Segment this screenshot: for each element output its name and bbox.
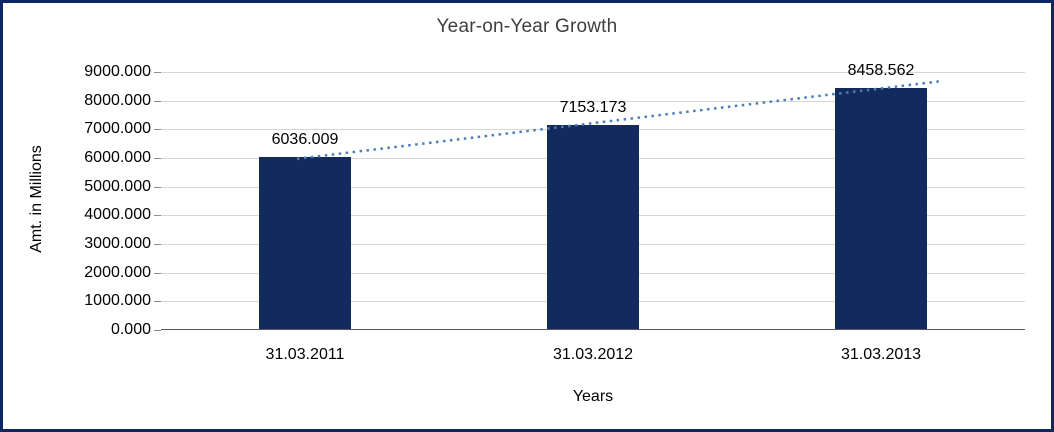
x-axis-line bbox=[161, 329, 1025, 330]
y-tick-label: 2000.000 bbox=[84, 263, 151, 281]
y-tick-mark bbox=[154, 330, 161, 331]
y-tick-mark bbox=[154, 186, 161, 188]
bar-data-label: 7153.173 bbox=[559, 98, 627, 116]
y-tick-label: 8000.000 bbox=[84, 91, 151, 109]
gridline bbox=[161, 72, 1025, 73]
bar-31.03.2012 bbox=[547, 124, 639, 330]
y-tick-label: 7000.000 bbox=[84, 120, 151, 138]
bar-31.03.2011 bbox=[259, 156, 351, 330]
plot-area: 6036.009 7153.173 8458.562 bbox=[161, 62, 1025, 330]
chart-title: Year-on-Year Growth bbox=[436, 16, 618, 37]
y-tick-label: 6000.000 bbox=[84, 149, 151, 166]
bar-data-label: 6036.009 bbox=[271, 130, 339, 148]
y-tick-label: 5000.000 bbox=[84, 177, 151, 195]
y-tick-mark bbox=[154, 72, 161, 73]
y-tick-mark bbox=[154, 244, 161, 245]
y-tick-label: 0.000 bbox=[110, 321, 151, 338]
y-tick-mark bbox=[154, 100, 161, 102]
x-axis-title: Years bbox=[572, 388, 614, 405]
y-tick-mark bbox=[154, 301, 161, 303]
y-tick-mark bbox=[154, 272, 161, 274]
y-tick-mark bbox=[154, 158, 161, 159]
y-tick-label: 9000.000 bbox=[84, 63, 151, 80]
x-tick-label: 31.03.2011 bbox=[265, 346, 345, 363]
y-tick-mark bbox=[154, 215, 161, 217]
bar-data-label: 8458.562 bbox=[847, 61, 915, 79]
x-tick-label: 31.03.2012 bbox=[552, 346, 634, 363]
bar-31.03.2013 bbox=[835, 87, 927, 330]
y-tick-label: 4000.000 bbox=[84, 206, 151, 224]
y-tick-label: 1000.000 bbox=[84, 292, 151, 310]
y-tick-mark bbox=[154, 129, 161, 131]
x-tick-label: 31.03.2013 bbox=[840, 346, 922, 363]
y-tick-label: 3000.000 bbox=[84, 235, 151, 252]
